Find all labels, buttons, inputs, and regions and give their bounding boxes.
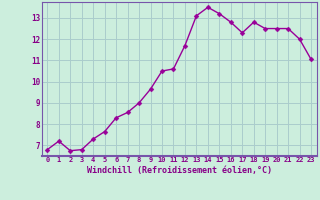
X-axis label: Windchill (Refroidissement éolien,°C): Windchill (Refroidissement éolien,°C) — [87, 166, 272, 175]
